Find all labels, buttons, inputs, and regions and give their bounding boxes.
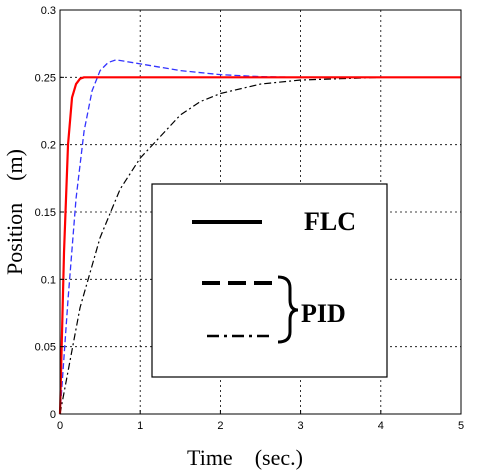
y-tick-label: 0 (50, 409, 56, 421)
y-tick-label: 0.25 (35, 72, 56, 84)
x-tick-label: 0 (57, 420, 63, 432)
x-axis-label: Time (sec.) (187, 445, 303, 470)
y-tick-label: 0.05 (35, 342, 56, 354)
x-ticks: 0 1 2 3 4 5 (57, 410, 464, 432)
y-axis-label: Position (m) (2, 149, 27, 275)
x-tick-label: 4 (378, 420, 384, 432)
y-tick-label: 0.1 (41, 274, 56, 286)
legend: FLC PID (151, 183, 388, 378)
y-tick-label: 0.3 (41, 5, 56, 17)
x-tick-label: 2 (217, 420, 223, 432)
legend-label-flc: FLC (304, 207, 356, 236)
y-tick-label: 0.2 (41, 140, 56, 152)
legend-box (151, 183, 388, 378)
x-tick-label: 5 (458, 420, 464, 432)
series-line-flc (58, 76, 461, 415)
legend-label-pid: PID (301, 299, 346, 328)
x-tick-label: 1 (137, 420, 143, 432)
y-tick-label: 0.15 (35, 207, 56, 219)
x-tick-label: 3 (298, 420, 304, 432)
legend-brace (277, 275, 299, 344)
series-line-dashdot (59, 76, 461, 415)
y-ticks: 0 0.05 0.1 0.15 0.2 0.25 0.3 (35, 5, 64, 421)
series-lines (58, 59, 461, 415)
